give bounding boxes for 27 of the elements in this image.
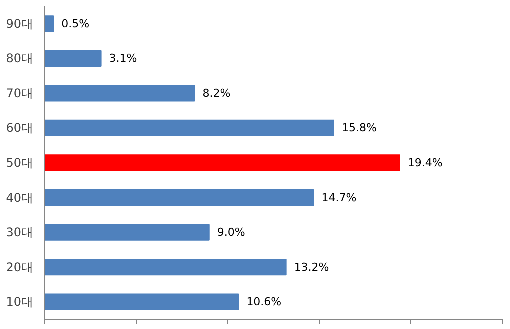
data-label: 19.4% xyxy=(408,156,443,170)
bar xyxy=(44,120,334,137)
y-tick-label: 60대 xyxy=(6,121,34,136)
y-tick-label: 40대 xyxy=(6,190,34,205)
data-label: 0.5% xyxy=(62,17,90,30)
data-label: 14.7% xyxy=(322,191,357,204)
data-label: 10.6% xyxy=(246,296,282,309)
data-label: 8.2% xyxy=(202,86,231,100)
data-label: 3.1% xyxy=(109,52,138,66)
y-tick-label: 50대 xyxy=(6,156,34,170)
bar xyxy=(44,294,240,310)
data-label: 15.8% xyxy=(342,122,377,135)
bar xyxy=(44,85,196,102)
y-tick-label: 30대 xyxy=(6,226,34,240)
bar xyxy=(44,50,102,67)
data-label: 13.2% xyxy=(294,260,330,274)
y-tick-label: 20대 xyxy=(6,260,34,274)
y-tick-label: 80대 xyxy=(6,52,34,66)
y-tick-label: 10대 xyxy=(6,295,34,310)
bar xyxy=(44,16,54,32)
data-label: 9.0% xyxy=(217,226,246,240)
bar xyxy=(44,154,400,172)
y-tick-label: 70대 xyxy=(6,86,34,100)
y-tick-label: 90대 xyxy=(6,16,34,31)
bar xyxy=(44,189,314,206)
bar xyxy=(44,259,287,276)
bar xyxy=(44,224,210,241)
